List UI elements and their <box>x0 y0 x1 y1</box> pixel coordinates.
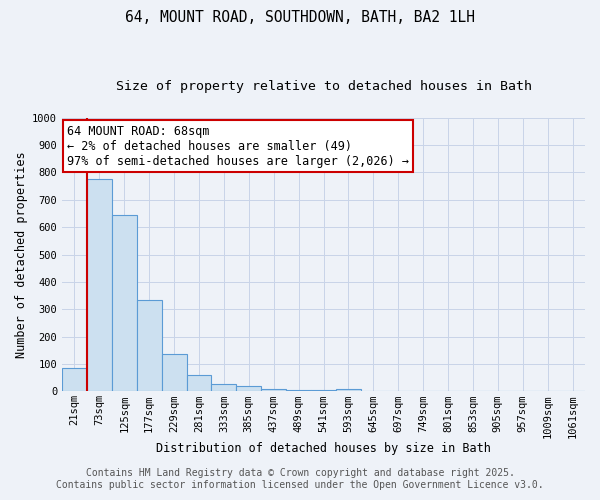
Title: Size of property relative to detached houses in Bath: Size of property relative to detached ho… <box>116 80 532 93</box>
Bar <box>62 368 87 392</box>
Bar <box>161 354 187 392</box>
Bar <box>112 215 137 392</box>
Bar <box>336 388 361 392</box>
Bar <box>137 300 161 392</box>
Bar <box>261 388 286 392</box>
Bar <box>211 384 236 392</box>
Text: 64 MOUNT ROAD: 68sqm
← 2% of detached houses are smaller (49)
97% of semi-detach: 64 MOUNT ROAD: 68sqm ← 2% of detached ho… <box>67 124 409 168</box>
Bar <box>286 390 311 392</box>
X-axis label: Distribution of detached houses by size in Bath: Distribution of detached houses by size … <box>156 442 491 455</box>
Bar <box>187 376 211 392</box>
Text: 64, MOUNT ROAD, SOUTHDOWN, BATH, BA2 1LH: 64, MOUNT ROAD, SOUTHDOWN, BATH, BA2 1LH <box>125 10 475 25</box>
Y-axis label: Number of detached properties: Number of detached properties <box>15 151 28 358</box>
Bar <box>87 180 112 392</box>
Bar <box>311 390 336 392</box>
Text: Contains HM Land Registry data © Crown copyright and database right 2025.
Contai: Contains HM Land Registry data © Crown c… <box>56 468 544 490</box>
Bar <box>236 386 261 392</box>
